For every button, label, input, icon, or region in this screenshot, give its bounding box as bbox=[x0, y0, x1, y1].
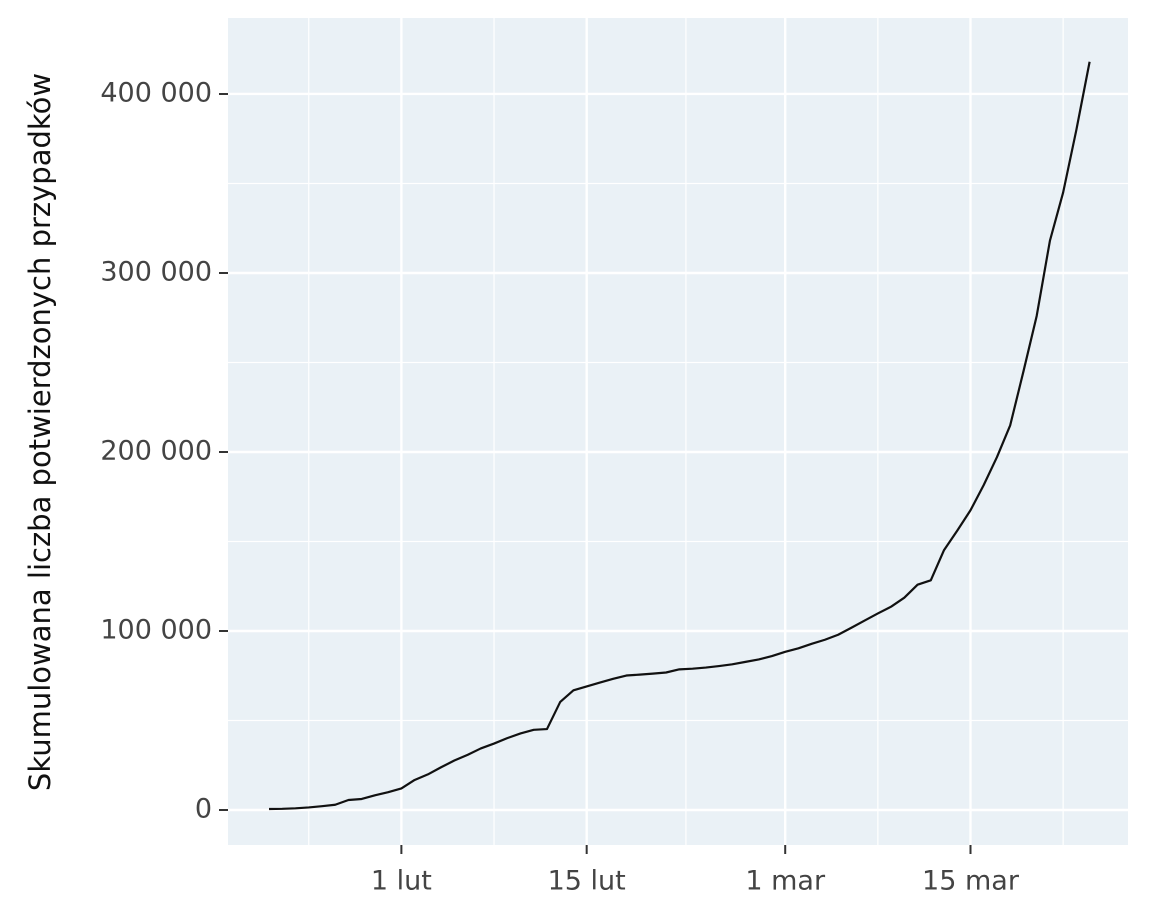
y-axis-title: Skumulowana liczba potwierdzonych przypa… bbox=[23, 73, 57, 791]
y-tick-label: 100 000 bbox=[100, 615, 212, 646]
x-tick-label: 15 lut bbox=[548, 866, 626, 897]
y-tick-label: 300 000 bbox=[100, 256, 212, 287]
x-tick-label: 1 lut bbox=[371, 866, 432, 897]
x-tick-label: 15 mar bbox=[922, 866, 1020, 897]
plot-panel bbox=[228, 18, 1128, 845]
data-line bbox=[269, 61, 1091, 811]
y-tick-label: 200 000 bbox=[100, 435, 212, 466]
y-tick-label: 0 bbox=[195, 794, 212, 825]
y-tick-label: 400 000 bbox=[100, 77, 212, 108]
x-tick-label: 1 mar bbox=[745, 866, 826, 897]
